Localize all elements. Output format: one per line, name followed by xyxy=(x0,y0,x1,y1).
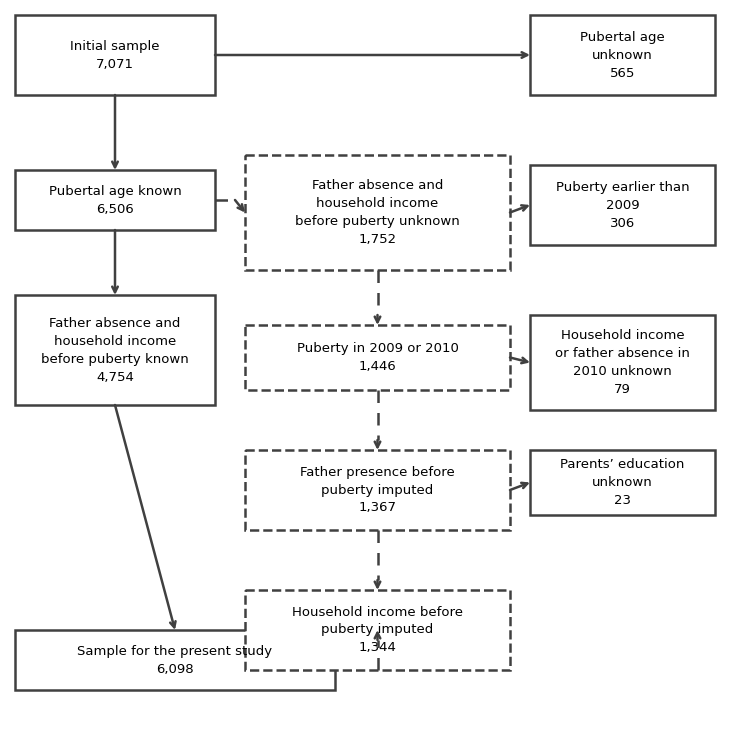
Bar xyxy=(245,450,510,530)
Bar xyxy=(15,15,215,95)
Text: Father absence and
household income
before puberty unknown
1,752: Father absence and household income befo… xyxy=(295,179,460,246)
Text: Household income
or father absence in
2010 unknown
79: Household income or father absence in 20… xyxy=(555,329,690,396)
Bar xyxy=(15,295,215,405)
Text: Puberty earlier than
2009
306: Puberty earlier than 2009 306 xyxy=(556,181,689,230)
Text: Initial sample
7,071: Initial sample 7,071 xyxy=(70,39,160,71)
Bar xyxy=(530,165,715,245)
Bar xyxy=(245,155,510,270)
Text: Pubertal age
unknown
565: Pubertal age unknown 565 xyxy=(580,31,664,79)
Text: Father presence before
puberty imputed
1,367: Father presence before puberty imputed 1… xyxy=(300,466,454,515)
Bar xyxy=(530,450,715,515)
Text: Puberty in 2009 or 2010
1,446: Puberty in 2009 or 2010 1,446 xyxy=(296,342,458,373)
Bar xyxy=(530,315,715,410)
Bar xyxy=(15,170,215,230)
Text: Father absence and
household income
before puberty known
4,754: Father absence and household income befo… xyxy=(41,316,189,383)
Bar xyxy=(245,325,510,390)
Text: Household income before
puberty imputed
1,344: Household income before puberty imputed … xyxy=(292,606,463,655)
Text: Sample for the present study
6,098: Sample for the present study 6,098 xyxy=(77,644,272,676)
Text: Parents’ education
unknown
23: Parents’ education unknown 23 xyxy=(560,458,685,507)
Bar xyxy=(15,630,335,690)
Text: Pubertal age known
6,506: Pubertal age known 6,506 xyxy=(49,184,182,216)
Bar xyxy=(530,15,715,95)
Bar xyxy=(245,590,510,670)
